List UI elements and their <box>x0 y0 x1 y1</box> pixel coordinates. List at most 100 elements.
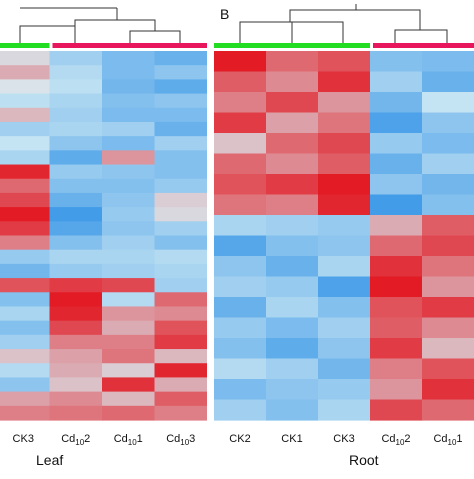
heatmap-cell <box>0 249 51 265</box>
heatmap-cell <box>154 107 208 123</box>
column-label: Cd103 <box>166 433 195 447</box>
heatmap-cell <box>370 379 423 401</box>
heatmap-cell <box>154 178 208 194</box>
heatmap-cell <box>214 215 267 237</box>
heatmap-cell <box>266 112 319 134</box>
heatmap-cell <box>318 92 371 114</box>
heatmap-cell <box>266 215 319 237</box>
heatmap-cell <box>154 349 208 364</box>
heatmap-cell <box>422 174 474 196</box>
column-label-replicate: 1 <box>456 433 463 445</box>
heatmap-cell <box>102 93 156 109</box>
group-bar-treatment <box>52 43 102 48</box>
heatmap-cell <box>154 363 208 379</box>
heatmap-cell <box>214 153 267 175</box>
heatmap-cell <box>49 164 103 180</box>
heatmap-cells <box>0 40 474 425</box>
heatmap-cell <box>422 338 474 360</box>
heatmap-cell <box>214 379 267 401</box>
heatmap-cell <box>422 256 474 278</box>
heatmap-cell <box>49 121 103 137</box>
heatmap-cell <box>49 65 103 80</box>
heatmap-cell <box>49 235 103 251</box>
group-bar-treatment <box>102 43 155 48</box>
heatmap-cell <box>266 317 319 339</box>
column-label-base: Cd <box>61 433 76 445</box>
column-label-base: CK3 <box>333 433 355 445</box>
heatmap-cell <box>49 405 103 421</box>
column-label-subscript: 10 <box>75 438 85 448</box>
heatmap-cell <box>214 399 267 421</box>
heatmap-cell <box>266 297 319 319</box>
heatmap-cell <box>370 297 423 319</box>
heatmap-cell <box>422 235 474 257</box>
heatmap-cell <box>0 79 51 95</box>
heatmap-cell <box>422 317 474 339</box>
heatmap-cell <box>0 235 51 251</box>
heatmap-cell <box>0 334 51 350</box>
heatmap-cell <box>422 379 474 401</box>
heatmap-cell <box>0 178 51 194</box>
heatmap-cell <box>422 92 474 114</box>
heatmap-cell <box>318 358 371 380</box>
heatmap-cell <box>318 276 371 298</box>
heatmap-cell <box>154 320 208 336</box>
heatmap-cell <box>102 221 156 237</box>
heatmap-cell <box>102 320 156 336</box>
heatmap-cell <box>102 263 156 279</box>
heatmap-cell <box>370 92 423 114</box>
heatmap-cell <box>422 51 474 73</box>
heatmap-cell <box>266 379 319 401</box>
heatmap-cell <box>318 174 371 196</box>
heatmap-cell <box>102 278 156 293</box>
heatmap-cell <box>49 377 103 393</box>
heatmap-cell <box>102 207 156 222</box>
column-label-subscript: 10 <box>395 438 405 448</box>
group-bar-control <box>266 43 318 48</box>
heatmap-cell <box>102 249 156 265</box>
column-label-replicate: 2 <box>404 433 411 445</box>
group-bar-control <box>318 43 370 48</box>
heatmap-cell <box>318 215 371 237</box>
heatmap-cell <box>266 358 319 380</box>
heatmap-cell <box>370 71 423 93</box>
heatmap-cell <box>214 297 267 319</box>
heatmap-cell <box>154 136 208 151</box>
heatmap-cell <box>214 112 267 134</box>
heatmap-cell <box>318 194 371 216</box>
heatmap-cell <box>0 292 51 308</box>
heatmap-cell <box>0 93 51 109</box>
column-label: Cd101 <box>433 433 462 447</box>
heatmap-cell <box>154 121 208 137</box>
heatmap-cell <box>0 278 51 293</box>
column-label-base: Cd <box>113 433 128 445</box>
heatmap-cell <box>370 112 423 134</box>
column-label: Cd101 <box>114 433 143 447</box>
heatmap-cell <box>266 235 319 257</box>
heatmap-cell <box>422 399 474 421</box>
heatmap-cell <box>318 51 371 73</box>
heatmap-cell <box>0 377 51 393</box>
heatmap-cell <box>0 349 51 364</box>
column-label-replicate: 1 <box>136 433 143 445</box>
heatmap-cell <box>422 71 474 93</box>
column-label-replicate: 2 <box>84 433 91 445</box>
heatmap-cell <box>266 153 319 175</box>
heatmap-cell <box>49 320 103 336</box>
heatmap-cell <box>0 164 51 180</box>
heatmap-cell <box>318 112 371 134</box>
column-label-base: Cd <box>166 433 181 445</box>
column-label-subscript: 10 <box>447 438 457 448</box>
heatmap-cell <box>318 153 371 175</box>
heatmap-cell <box>266 256 319 278</box>
heatmap-cell <box>102 391 156 407</box>
heatmap-cell <box>370 174 423 196</box>
heatmap-cell <box>0 150 51 166</box>
heatmap-cell <box>370 338 423 360</box>
heatmap-cell <box>49 349 103 364</box>
heatmap-cell <box>102 363 156 379</box>
heatmap-cell <box>422 297 474 319</box>
group-bar-control <box>0 43 50 48</box>
heatmap-cell <box>49 93 103 109</box>
